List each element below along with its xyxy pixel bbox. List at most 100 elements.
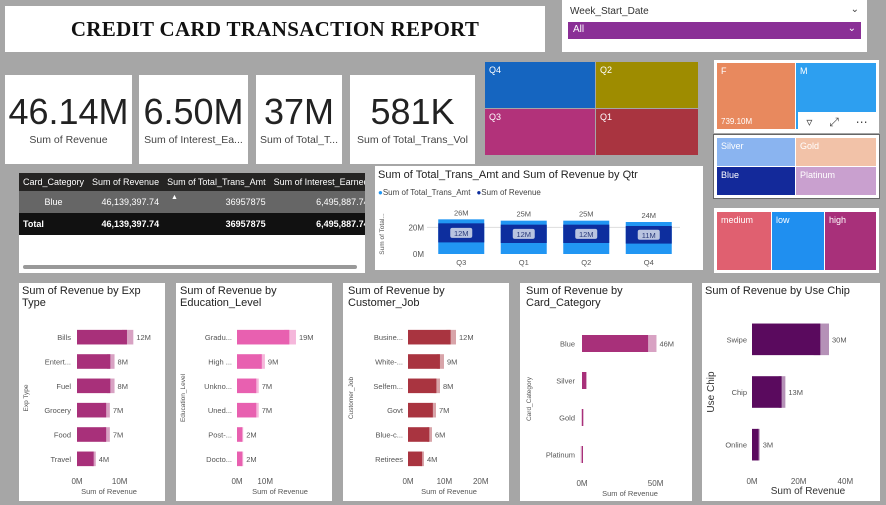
gender-treemap[interactable]: F 739.10M M ▿ ⤢ ⋯ xyxy=(714,60,879,133)
income-group-treemap[interactable]: medium low high xyxy=(714,208,879,273)
data-label: 46M xyxy=(659,340,674,349)
data-label: 7M xyxy=(262,406,272,415)
data-label: 6M xyxy=(435,431,445,440)
bar xyxy=(408,329,451,345)
customer-job-bar-chart: Busine... 12M White-... 9M Selfem... 8M Govt 7M… xyxy=(348,329,489,496)
table-row[interactable]: Blue 46,139,397.74 36957875 6,495,887.74 xyxy=(19,191,365,213)
more-options-icon[interactable]: ⋯ xyxy=(855,115,868,129)
cell: 36957875 xyxy=(163,213,270,235)
category-label: Blue xyxy=(560,340,575,349)
col-header[interactable]: Card_Category xyxy=(19,173,89,191)
col-header[interactable]: Sum of Interest_Earned xyxy=(269,173,365,191)
col-header[interactable]: Sum of Revenue xyxy=(88,173,164,191)
tick-label: 0M xyxy=(746,477,757,486)
education-bar-chart: Gradu... 19M High ... 9M Unkno... 7M Uned... 7M… xyxy=(180,329,314,496)
treemap-tile-silver[interactable]: Silver xyxy=(717,138,795,166)
bar xyxy=(77,402,107,418)
segment-label-bg xyxy=(512,228,535,239)
bar-highlight xyxy=(436,354,444,369)
bar xyxy=(237,451,243,467)
treemap-tile-f[interactable]: F 739.10M xyxy=(717,63,795,129)
bar-highlight xyxy=(580,446,583,463)
sort-ascending-icon[interactable]: ▲ xyxy=(171,194,178,201)
segment-label: 12M xyxy=(454,229,469,238)
treemap-tile-high[interactable]: high xyxy=(825,212,876,270)
report-title-panel: CREDIT CARD TRANSACTION REPORT xyxy=(5,6,545,52)
data-label: 7M xyxy=(439,406,449,415)
data-label: 8M xyxy=(443,382,453,391)
tile-label: Q4 xyxy=(489,65,502,75)
filter-icon[interactable]: ▿ xyxy=(806,115,813,129)
chevron-down-icon[interactable]: ⌄ xyxy=(850,4,859,15)
bar-highlight xyxy=(284,329,296,345)
bar-highlight xyxy=(107,378,115,394)
total-label: 25M xyxy=(579,210,594,219)
focus-mode-icon[interactable]: ⤢ xyxy=(829,114,839,129)
tile-label: medium xyxy=(721,215,754,225)
slicer-label: Week_Start_Date xyxy=(570,6,649,17)
data-label: 7M xyxy=(262,382,272,391)
category-label: Docto... xyxy=(206,455,232,464)
bar xyxy=(408,427,430,442)
chart-title: Sum of Revenue by Customer_Job xyxy=(348,285,445,309)
legend-item[interactable]: ●Sum of Revenue xyxy=(476,188,541,197)
slicer-dropdown[interactable]: All ⌄ xyxy=(568,22,861,39)
week-start-date-slicer[interactable]: Week_Start_Date ⌄ All ⌄ xyxy=(562,0,867,52)
tick-label: 20M xyxy=(791,477,807,486)
kpi-label: Sum of Total_Trans_Vol xyxy=(357,134,468,147)
bar xyxy=(752,428,759,461)
category-label: Grocery xyxy=(44,406,71,415)
y-axis-title: Customer_Job xyxy=(348,376,355,419)
kpi-label: Sum of Interest_Ea... xyxy=(144,134,243,147)
category-label: White-... xyxy=(375,358,403,367)
tick-label: 0M xyxy=(413,250,424,259)
treemap-tile-platinum[interactable]: Platinum xyxy=(796,167,876,195)
bar xyxy=(237,354,262,369)
tick-label: 40M xyxy=(838,477,854,486)
tile-label: Blue xyxy=(721,170,740,180)
bar xyxy=(582,409,584,426)
treemap-tile-q2[interactable]: Q2 xyxy=(596,62,698,108)
bar xyxy=(408,354,440,369)
col-header-sorted[interactable]: Sum of Total_Trans_Amt xyxy=(163,173,270,191)
cell: 46,139,397.74 xyxy=(88,213,164,235)
tick-label: 0M xyxy=(576,479,587,488)
quarter-treemap[interactable]: Q4 Q2 Q3 Q1 xyxy=(485,62,698,155)
tick-label: 0M xyxy=(231,477,242,486)
cell: 6,495,887.74 xyxy=(269,213,365,235)
category-label: Govt xyxy=(387,406,404,415)
x-axis-title: Sum of Revenue xyxy=(602,489,658,498)
customer-job-chart-panel: Sum of Revenue by Customer_Job Busine...… xyxy=(343,283,509,501)
category-label: Entert... xyxy=(45,358,71,367)
treemap-tile-low[interactable]: low xyxy=(772,212,824,270)
treemap-tile-q4[interactable]: Q4 xyxy=(485,62,595,108)
bar xyxy=(408,402,433,418)
card-category-treemap[interactable]: Silver Gold Blue Platinum xyxy=(713,134,880,199)
treemap-tile-q1[interactable]: Q1 xyxy=(596,109,698,155)
legend-item[interactable]: ●Sum of Total_Trans_Amt xyxy=(378,188,471,197)
cell: Blue xyxy=(19,191,89,213)
data-table: Card_Category Sum of Revenue Sum of Tota… xyxy=(19,173,365,235)
category-label: Food xyxy=(54,431,71,440)
category-label: Post-... xyxy=(208,431,232,440)
bar-highlight xyxy=(254,402,259,418)
bar xyxy=(77,378,111,394)
dropdown-arrow-icon[interactable]: ⌄ xyxy=(847,23,856,34)
bar xyxy=(77,329,127,345)
category-label: Q1 xyxy=(519,258,529,267)
treemap-tile-gold[interactable]: Gold xyxy=(796,138,876,166)
treemap-tile-medium[interactable]: medium xyxy=(717,212,771,270)
data-label: 3M xyxy=(763,441,773,450)
card-category-table[interactable]: Card_Category Sum of Revenue Sum of Tota… xyxy=(19,173,365,273)
data-label: 9M xyxy=(447,358,457,367)
chart-title: Sum of Revenue by Exp Type xyxy=(22,285,141,309)
bar xyxy=(408,378,437,394)
horizontal-scrollbar[interactable] xyxy=(23,265,357,269)
bar-highlight xyxy=(259,354,265,369)
treemap-tile-q3[interactable]: Q3 xyxy=(485,109,595,155)
kpi-label: Sum of Total_T... xyxy=(259,134,338,147)
category-label: Q3 xyxy=(456,258,466,267)
kpi-card-trans-amt: 37M Sum of Total_T... xyxy=(256,75,342,164)
treemap-tile-blue[interactable]: Blue xyxy=(717,167,795,195)
data-label: 12M xyxy=(136,333,151,342)
